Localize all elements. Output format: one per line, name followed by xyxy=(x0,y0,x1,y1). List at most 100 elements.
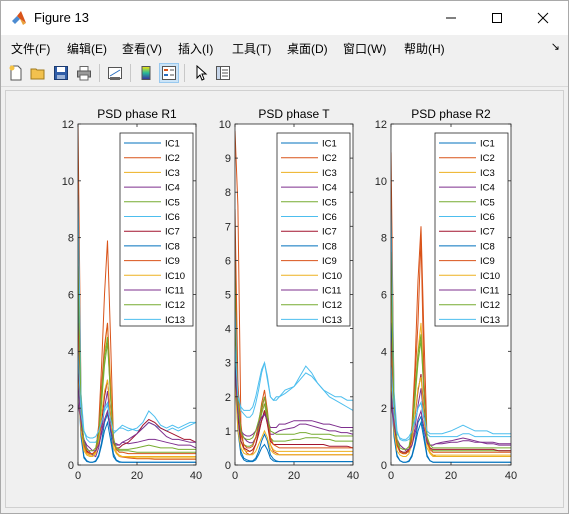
series-group xyxy=(78,124,196,463)
save-icon xyxy=(54,66,68,80)
close-button[interactable] xyxy=(520,1,566,35)
legend-label: IC1 xyxy=(322,139,337,150)
maximize-button[interactable] xyxy=(474,1,520,35)
series-line-IC12 xyxy=(235,328,353,440)
legend[interactable]: IC1 IC2 IC3 IC4 IC5 IC6 IC7 IC8 IC9 IC10 IC11 IC12 I… xyxy=(434,132,509,327)
pointer-icon xyxy=(196,65,208,81)
menu-view[interactable]: 查看(V) xyxy=(122,42,162,56)
link-plot-button[interactable] xyxy=(105,63,125,83)
axes-title: PSD phase R1 xyxy=(97,107,177,121)
legend-box xyxy=(119,132,194,327)
new-figure-icon xyxy=(9,65,22,81)
legend-label: IC10 xyxy=(322,271,342,282)
link-plot-icon xyxy=(108,67,122,80)
y-tick-label: 8 xyxy=(225,187,231,199)
series-line-IC9 xyxy=(78,322,196,455)
series-line-IC11 xyxy=(391,391,511,450)
colorbar-button[interactable] xyxy=(136,63,156,83)
y-tick-label: 4 xyxy=(225,324,231,336)
maximize-icon xyxy=(492,13,502,23)
legend-label: IC12 xyxy=(165,300,185,311)
series-line-IC10 xyxy=(391,376,511,457)
series-line-IC11 xyxy=(78,385,196,452)
legend[interactable]: IC1 IC2 IC3 IC4 IC5 IC6 IC7 IC8 IC9 IC10 IC11 IC12 I… xyxy=(119,132,194,327)
legend-label: IC7 xyxy=(480,227,495,238)
legend-label: IC2 xyxy=(165,153,180,164)
series-line-IC6 xyxy=(391,209,511,442)
matlab-logo-icon xyxy=(11,10,27,26)
x-tick-label: 20 xyxy=(131,470,143,482)
series-line-IC5 xyxy=(235,260,353,447)
series-line-IC10 xyxy=(235,379,353,456)
pointer-button[interactable] xyxy=(191,63,211,83)
x-tick-label: 0 xyxy=(75,470,81,482)
menu-file[interactable]: 文件(F) xyxy=(11,42,51,56)
toolbar-separator xyxy=(184,64,185,82)
series-group xyxy=(235,130,353,463)
series-line-IC3 xyxy=(235,294,353,452)
series-line-IC7 xyxy=(235,362,353,452)
series-line-IC10 xyxy=(78,379,196,457)
menu-window[interactable]: 窗口(W) xyxy=(343,42,387,56)
x-tick-label: 40 xyxy=(347,470,359,482)
legend-label: IC8 xyxy=(322,241,337,252)
legend-label: IC5 xyxy=(165,197,180,208)
x-tick-label: 0 xyxy=(388,470,394,482)
x-tick-label: 40 xyxy=(505,470,517,482)
legend-label: IC6 xyxy=(480,212,495,223)
y-tick-label: 3 xyxy=(225,358,231,370)
series-line-IC8 xyxy=(78,294,196,463)
axes-title: PSD phase R2 xyxy=(411,107,491,121)
y-tick-label: 12 xyxy=(375,119,387,131)
series-line-IC3 xyxy=(78,237,196,459)
legend-label: IC4 xyxy=(480,183,495,194)
minimize-button[interactable] xyxy=(428,1,474,35)
save-button[interactable] xyxy=(51,63,71,83)
property-inspector-icon xyxy=(216,66,230,80)
series-line-IC7 xyxy=(391,374,511,453)
y-tick-label: 2 xyxy=(381,403,387,415)
new-figure-button[interactable] xyxy=(6,63,26,83)
x-tick-label: 20 xyxy=(288,470,300,482)
legend-label: IC13 xyxy=(480,315,500,326)
series-line-IC11 xyxy=(235,369,353,437)
toolbar-separator xyxy=(130,64,131,82)
legend-label: IC7 xyxy=(165,227,180,238)
legend-label: IC11 xyxy=(322,286,341,297)
open-file-button[interactable] xyxy=(28,63,48,83)
legend-label: IC9 xyxy=(480,256,495,267)
series-line-IC12 xyxy=(78,266,196,452)
series-line-IC8 xyxy=(391,322,511,463)
legend[interactable]: IC1 IC2 IC3 IC4 IC5 IC6 IC7 IC8 IC9 IC10 IC11 IC12 I… xyxy=(276,132,351,327)
legend-label: IC2 xyxy=(480,153,495,164)
legend-label: IC1 xyxy=(165,139,180,150)
legend-label: IC3 xyxy=(480,168,495,179)
menu-desktop[interactable]: 桌面(D) xyxy=(287,42,328,56)
series-line-IC13 xyxy=(391,365,511,440)
legend-label: IC12 xyxy=(480,300,500,311)
menu-insert[interactable]: 插入(I) xyxy=(178,42,214,56)
y-tick-label: 0 xyxy=(68,460,74,472)
open-file-icon xyxy=(30,68,45,80)
legend-label: IC10 xyxy=(165,271,185,282)
toolbar-separator xyxy=(99,64,100,82)
property-inspector-button[interactable] xyxy=(213,63,233,83)
window-title: Figure 13 xyxy=(34,10,89,25)
legend-label: IC9 xyxy=(165,256,180,267)
menu-help[interactable]: 帮助(H) xyxy=(404,42,445,56)
legend-label: IC7 xyxy=(322,227,337,238)
print-icon xyxy=(77,66,91,81)
series-line-IC13 xyxy=(78,351,196,439)
print-button[interactable] xyxy=(74,63,94,83)
legend-box xyxy=(434,132,509,327)
legend-button[interactable] xyxy=(159,63,179,83)
menu-edit[interactable]: 编辑(E) xyxy=(67,42,107,56)
menu-tools[interactable]: 工具(T) xyxy=(232,42,272,56)
y-tick-label: 0 xyxy=(225,460,231,472)
x-tick-label: 20 xyxy=(445,470,457,482)
legend-label: IC6 xyxy=(165,212,180,223)
dock-arrow-icon[interactable]: ↘ xyxy=(550,41,560,53)
